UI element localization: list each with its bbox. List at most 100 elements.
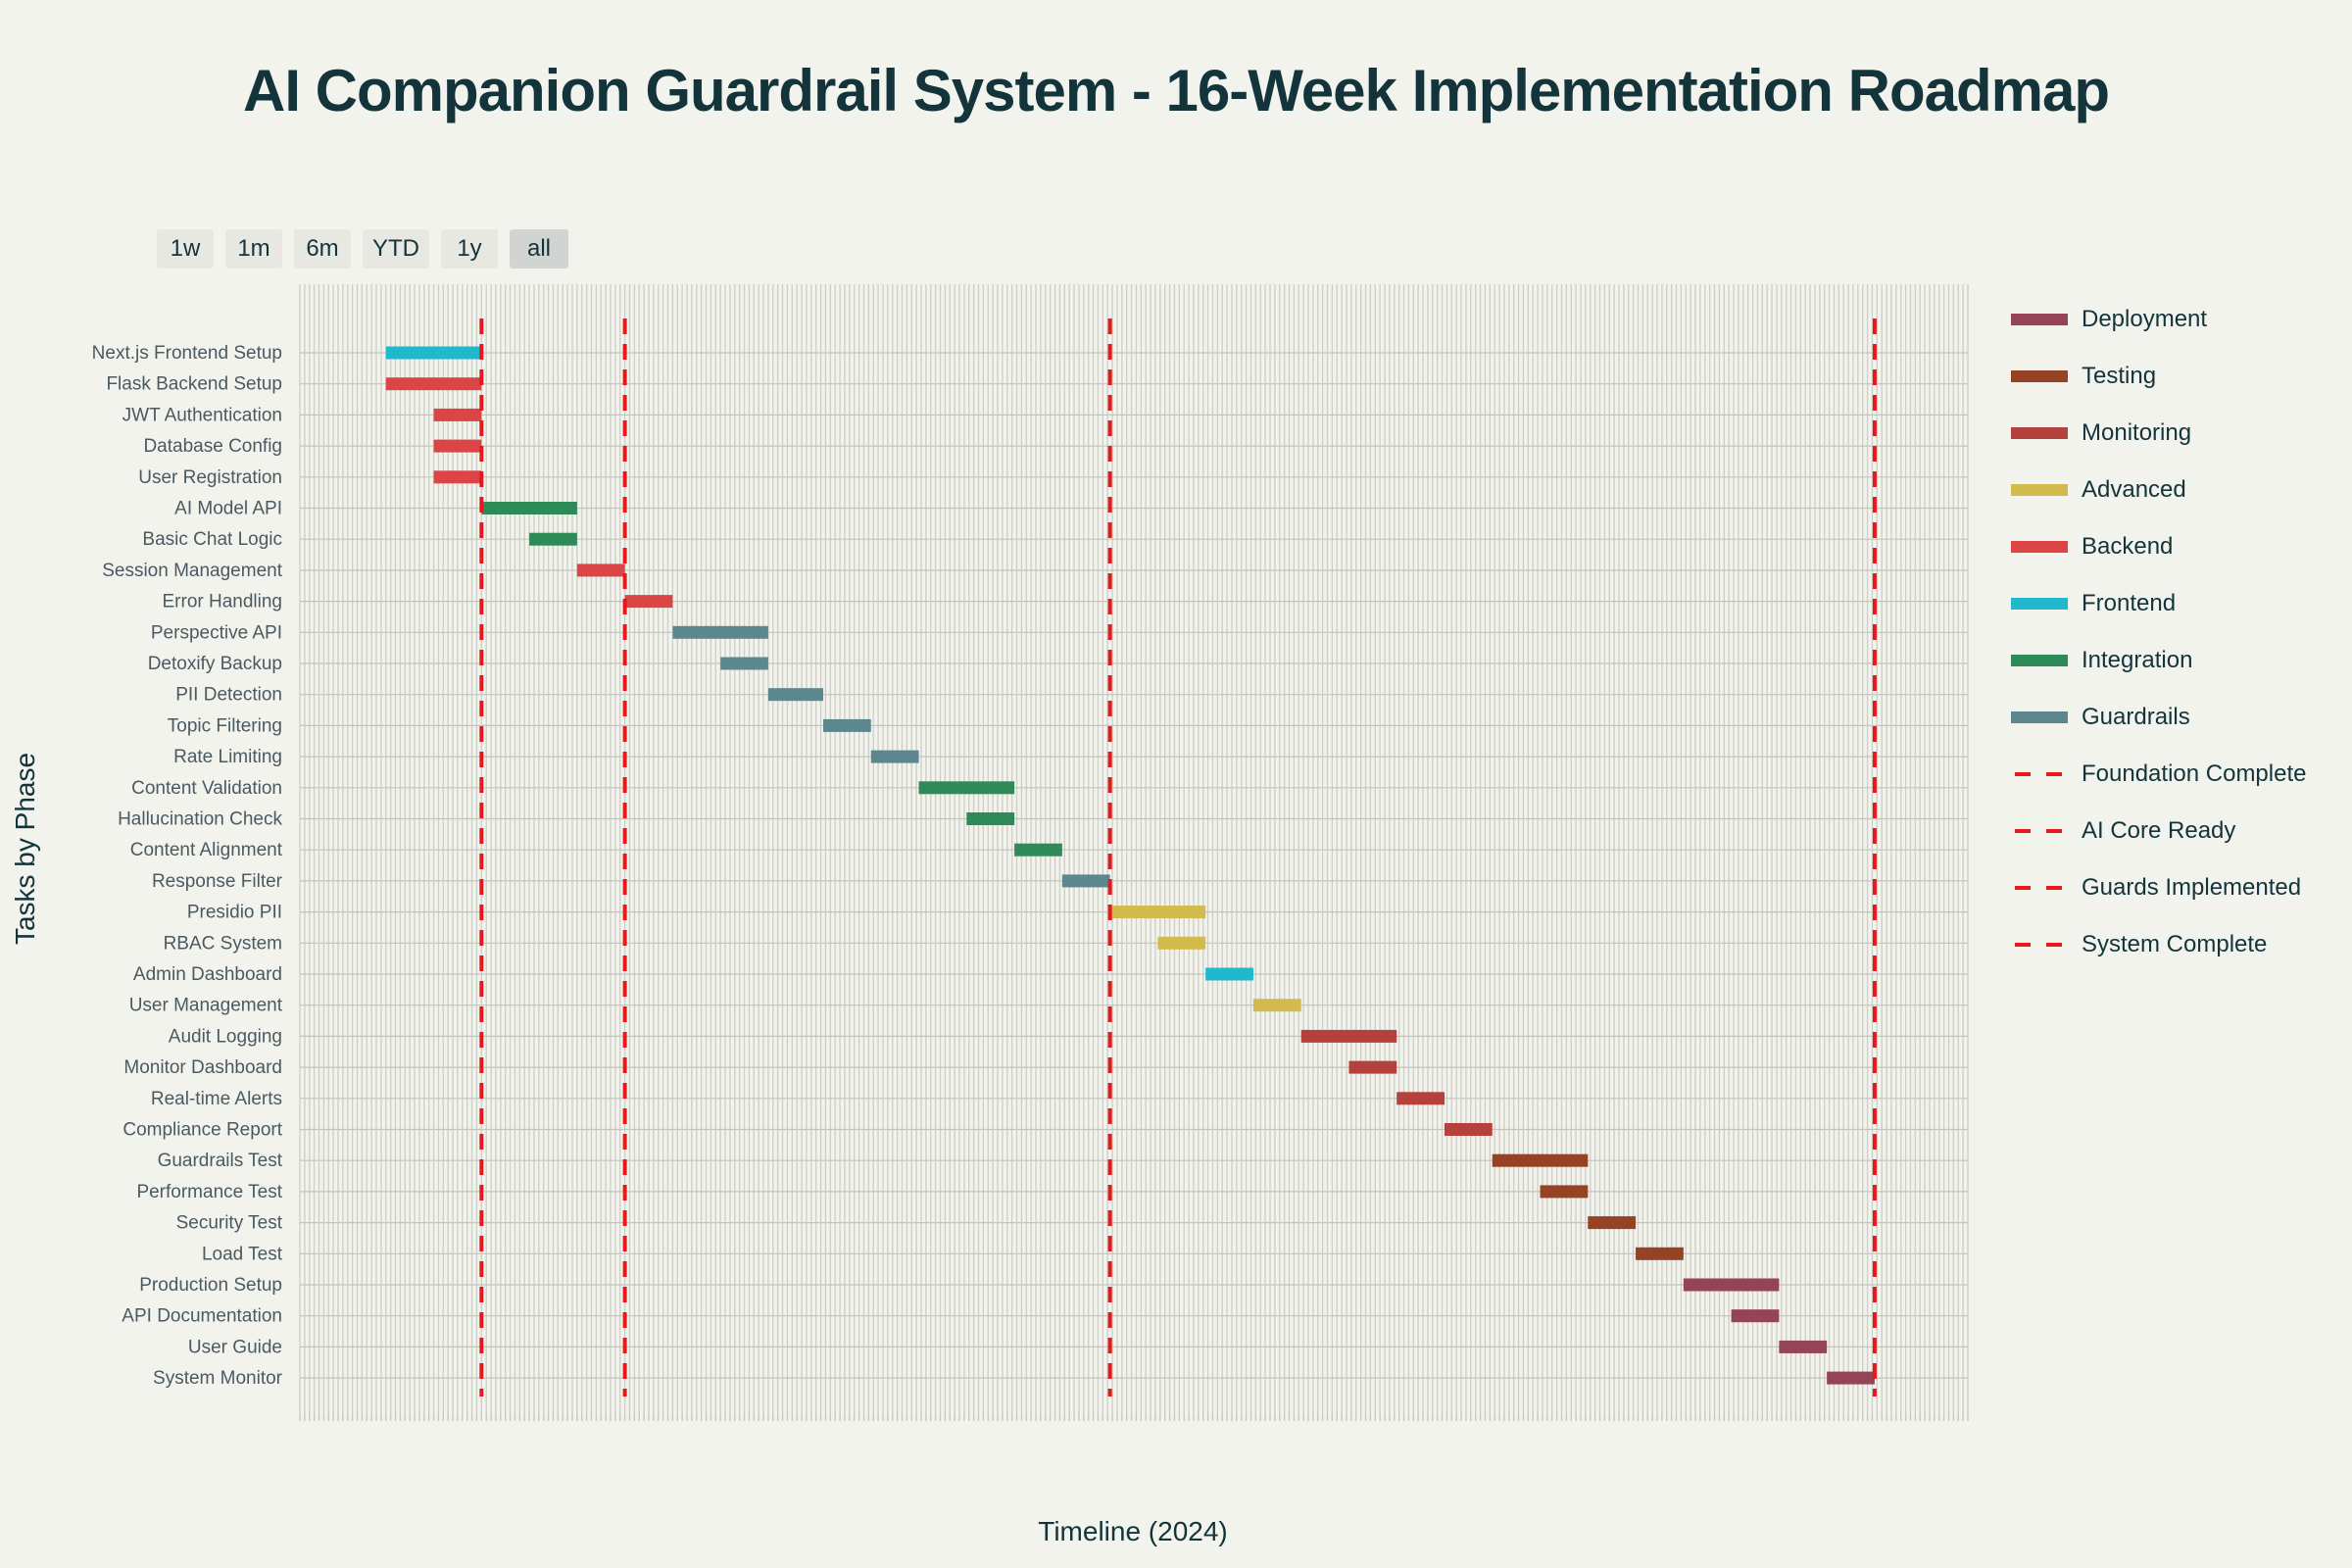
task-bar[interactable]	[1348, 1060, 1397, 1074]
y-axis-title: Tasks by Phase	[10, 752, 40, 946]
task-bar[interactable]	[767, 688, 824, 702]
range-button-1y[interactable]: 1y	[441, 229, 498, 269]
y-tick-label: Content Alignment	[130, 840, 283, 860]
range-button-6m[interactable]: 6m	[294, 229, 351, 269]
task-bar[interactable]	[918, 781, 1015, 795]
range-button-1m[interactable]: 1m	[225, 229, 282, 269]
y-tick-label: PII Detection	[175, 685, 282, 706]
legend-item[interactable]: AI Core Ready	[2009, 811, 2342, 851]
legend-swatch-bar	[2009, 357, 2070, 396]
y-tick-label: Real-time Alerts	[151, 1089, 282, 1109]
task-bar[interactable]	[1061, 874, 1110, 888]
y-tick-label: Admin Dashboard	[133, 964, 282, 985]
legend-item[interactable]: Guardrails	[2009, 698, 2342, 737]
task-bar[interactable]	[720, 657, 768, 670]
range-button-ytd[interactable]: YTD	[363, 229, 429, 269]
legend-label: Guardrails	[2082, 704, 2190, 730]
legend-label: Testing	[2082, 363, 2157, 389]
y-tick-label: Flask Backend Setup	[106, 374, 282, 395]
y-tick-label: Performance Test	[136, 1182, 282, 1202]
task-bar[interactable]	[1396, 1092, 1445, 1105]
task-bar[interactable]	[1205, 967, 1253, 981]
legend-label: Monitoring	[2082, 419, 2192, 446]
legend-label: Frontend	[2082, 590, 2177, 616]
y-tick-label: Load Test	[202, 1244, 283, 1264]
y-tick-label: API Documentation	[122, 1306, 282, 1327]
task-bar[interactable]	[966, 812, 1015, 825]
legend-label: Deployment	[2082, 306, 2208, 332]
task-bar[interactable]	[1779, 1340, 1828, 1353]
legend-swatch-bar	[2009, 584, 2070, 623]
task-bar[interactable]	[1731, 1309, 1780, 1323]
task-bar[interactable]	[529, 532, 577, 546]
y-tick-label: Basic Chat Logic	[142, 529, 282, 550]
task-bar[interactable]	[624, 595, 673, 609]
legend-swatch-bar	[2009, 527, 2070, 566]
task-bar[interactable]	[870, 750, 919, 763]
legend-item[interactable]: Advanced	[2009, 470, 2342, 510]
task-bar[interactable]	[576, 564, 625, 577]
y-tick-label: User Guide	[188, 1337, 282, 1357]
legend-item[interactable]: Backend	[2009, 527, 2342, 566]
legend-label: Backend	[2082, 533, 2174, 560]
y-tick-label: Database Config	[143, 436, 282, 457]
task-bar[interactable]	[1157, 936, 1206, 950]
task-bar[interactable]	[1444, 1123, 1493, 1136]
legend-swatch-dash	[2009, 925, 2070, 964]
legend-item[interactable]: Guards Implemented	[2009, 868, 2342, 907]
task-bar[interactable]	[1827, 1371, 1875, 1385]
task-bar[interactable]	[433, 470, 482, 484]
task-bar[interactable]	[433, 408, 482, 421]
y-tick-label: Presidio PII	[187, 903, 282, 923]
task-bar[interactable]	[1588, 1216, 1637, 1230]
legend-swatch-dash	[2009, 811, 2070, 851]
y-tick-label: User Registration	[138, 467, 282, 488]
y-tick-label: Guardrails Test	[158, 1151, 283, 1171]
legend-item[interactable]: Monitoring	[2009, 414, 2342, 453]
y-tick-label: Security Test	[176, 1213, 283, 1234]
y-tick-label: JWT Authentication	[122, 405, 282, 425]
task-bar[interactable]	[1014, 843, 1062, 857]
task-bar[interactable]	[1252, 999, 1301, 1012]
task-bar[interactable]	[1683, 1278, 1780, 1292]
task-bar[interactable]	[823, 718, 871, 732]
legend-label: Foundation Complete	[2082, 760, 2307, 787]
y-tick-label: Session Management	[102, 561, 282, 581]
task-bar[interactable]	[1636, 1247, 1684, 1260]
legend-item[interactable]: Foundation Complete	[2009, 755, 2342, 794]
legend-item[interactable]: Testing	[2009, 357, 2342, 396]
legend-swatch-bar	[2009, 414, 2070, 453]
y-tick-label: AI Model API	[174, 499, 282, 519]
range-button-1w[interactable]: 1w	[157, 229, 214, 269]
y-tick-label: Monitor Dashboard	[123, 1057, 282, 1078]
legend-label: Guards Implemented	[2082, 874, 2302, 901]
y-tick-label: Response Filter	[152, 871, 283, 892]
y-tick-label: Audit Logging	[169, 1026, 282, 1047]
task-bar[interactable]	[1300, 1029, 1397, 1043]
y-tick-label: System Monitor	[153, 1368, 283, 1389]
y-tick-label: Topic Filtering	[168, 715, 282, 736]
task-bar[interactable]	[385, 346, 482, 360]
task-bar[interactable]	[1540, 1185, 1589, 1199]
y-tick-label: Detoxify Backup	[148, 654, 282, 674]
legend-swatch-bar	[2009, 470, 2070, 510]
y-tick-label: Hallucination Check	[118, 809, 282, 830]
legend-item[interactable]: Integration	[2009, 641, 2342, 680]
legend-swatch-bar	[2009, 300, 2070, 339]
range-button-all[interactable]: all	[510, 229, 568, 269]
y-tick-label: Compliance Report	[122, 1120, 282, 1141]
task-bar[interactable]	[385, 377, 482, 391]
task-bar[interactable]	[1109, 906, 1206, 919]
task-bar[interactable]	[672, 625, 768, 639]
task-bar[interactable]	[1492, 1153, 1589, 1167]
task-bar[interactable]	[433, 439, 482, 453]
y-tick-label: Perspective API	[151, 622, 282, 643]
legend-item[interactable]: System Complete	[2009, 925, 2342, 964]
y-tick-label: Error Handling	[163, 592, 283, 612]
task-bar[interactable]	[481, 502, 577, 514]
legend-item[interactable]: Frontend	[2009, 584, 2342, 623]
legend-swatch-dash	[2009, 868, 2070, 907]
y-tick-label: Production Setup	[139, 1275, 282, 1296]
legend-item[interactable]: Deployment	[2009, 300, 2342, 339]
